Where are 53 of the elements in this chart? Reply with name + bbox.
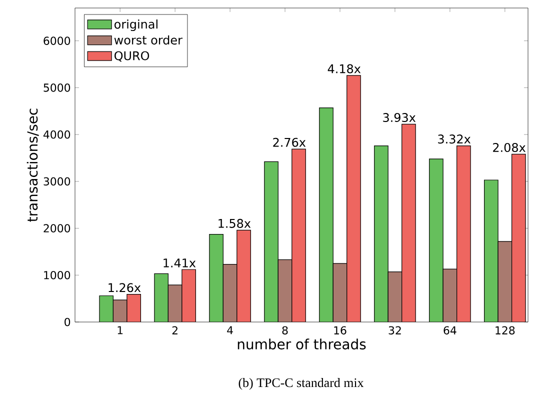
bar (429, 158, 444, 322)
bar (182, 269, 196, 322)
bar (346, 75, 361, 322)
bar (388, 272, 402, 322)
annotation: 1.58x (218, 218, 251, 228)
y-tick-label: 3000 (44, 177, 70, 186)
bar (236, 230, 251, 322)
x-tick-label: 2 (172, 326, 178, 334)
y-tick-label: 5000 (44, 84, 70, 92)
x-tick-label: 128 (496, 326, 515, 334)
legend-label: QURO (114, 51, 150, 62)
y-tick-label: 2000 (44, 224, 70, 232)
x-tick-label: 64 (444, 326, 456, 334)
annotation: 3.32x (438, 134, 471, 144)
bar (498, 241, 512, 322)
bar (126, 294, 141, 322)
bar (292, 148, 306, 322)
legend-label: worst order (114, 35, 182, 45)
bar (402, 124, 416, 322)
x-tick-label: 32 (388, 326, 401, 334)
bar (456, 145, 471, 322)
legend-label: original (114, 19, 158, 32)
bar (511, 154, 526, 322)
y-tick-label: 4000 (43, 130, 70, 139)
bar (113, 300, 127, 322)
y-tick-label: 1000 (44, 271, 70, 280)
annotation: 2.08x (493, 142, 526, 152)
bar (264, 161, 278, 322)
annotation: 2.76x (273, 138, 306, 147)
bar (374, 145, 388, 322)
y-tick-label: 6000 (44, 36, 70, 45)
x-tick-label: 4 (227, 326, 233, 334)
bar (168, 284, 182, 322)
annotation: 1.26x (108, 283, 141, 292)
x-tick-label: 1 (118, 326, 123, 334)
bar (99, 296, 114, 322)
text: (b) TPC-C standard mix (238, 378, 364, 390)
annotation: 3.93x (383, 112, 416, 122)
bar (154, 273, 168, 322)
annotation: 4.18x (328, 64, 361, 74)
x-tick-label: 8 (282, 326, 288, 334)
bar (278, 259, 292, 322)
x-axis-title: number of threads (238, 338, 366, 350)
bar (209, 234, 224, 322)
bar (222, 264, 238, 322)
bar (319, 108, 334, 322)
x-tick-label: 16 (334, 326, 346, 334)
annotation: 1.41x (164, 258, 196, 268)
y-axis-title: transactions/sec (26, 108, 39, 222)
bar (442, 268, 458, 322)
y-tick-label: 0 (64, 318, 70, 326)
bar (332, 263, 348, 322)
bar (484, 180, 498, 322)
